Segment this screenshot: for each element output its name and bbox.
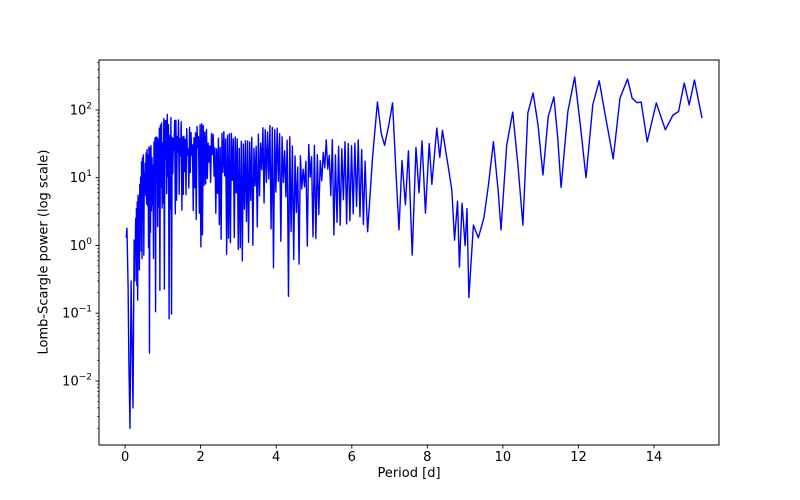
x-tick-label: 4 xyxy=(272,450,280,465)
x-tick-label: 12 xyxy=(570,450,587,465)
y-tick-label: 10−1 xyxy=(62,305,92,322)
x-tick-label: 14 xyxy=(646,450,663,465)
periodogram-line xyxy=(125,76,703,430)
x-tick-label: 10 xyxy=(495,450,512,465)
x-tick-label: 2 xyxy=(196,450,204,465)
plot-border xyxy=(98,59,720,446)
y-tick-label: 10−2 xyxy=(62,373,92,390)
y-axis-label: Lomb-Scargle power (log scale) xyxy=(36,149,52,355)
x-tick-label: 6 xyxy=(348,450,356,465)
x-tick-label: 0 xyxy=(121,450,129,465)
y-tick-label: 101 xyxy=(70,169,92,186)
y-tick-label: 100 xyxy=(70,237,93,254)
y-tick-label: 102 xyxy=(70,102,92,119)
x-tick-label: 8 xyxy=(423,450,431,465)
x-axis-label: Period [d] xyxy=(377,466,441,481)
